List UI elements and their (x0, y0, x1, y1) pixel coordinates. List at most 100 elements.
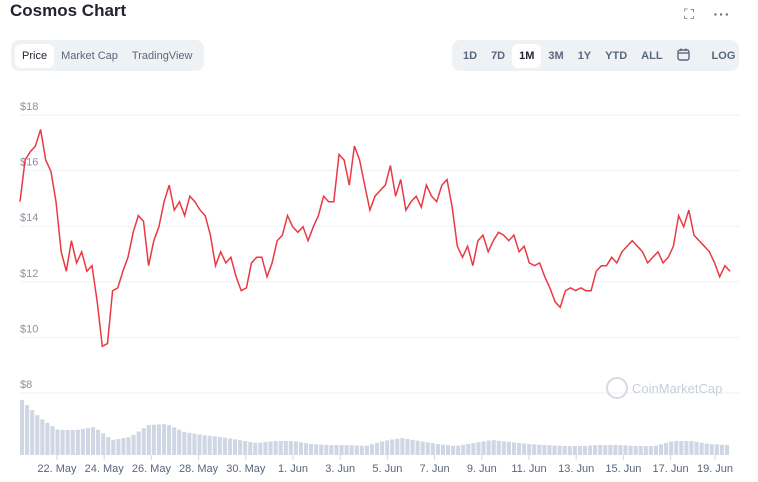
volume-bar (451, 445, 456, 455)
range-3m[interactable]: 3M (548, 49, 564, 62)
volume-bar (30, 410, 35, 455)
volume-bar (212, 436, 217, 455)
volume-bar (364, 445, 369, 455)
volume-bar (542, 444, 547, 455)
y-tick-label: $14 (20, 212, 38, 224)
volume-bar (440, 444, 445, 455)
volume-bar (603, 445, 608, 455)
x-tick-label: 30. May (226, 463, 266, 475)
price-line (19, 129, 731, 348)
volume-bar (25, 405, 30, 455)
range-1y[interactable]: 1Y (577, 49, 592, 62)
x-tick-label: 3. Jun (325, 463, 355, 475)
volume-bar (598, 445, 603, 455)
volume-bar (648, 446, 653, 455)
range-tabs: 1D 7D 1M 3M 1Y YTD ALL LOG (452, 40, 739, 71)
volume-bar (293, 441, 298, 455)
range-1d[interactable]: 1D (463, 49, 478, 62)
volume-bar (40, 419, 45, 455)
tab-market-cap[interactable]: Market Cap (61, 49, 118, 62)
volume-bar (20, 400, 25, 455)
volume-bar (288, 441, 293, 455)
volume-bar (70, 430, 75, 455)
volume-bar (405, 438, 410, 455)
volume-bar (430, 443, 435, 455)
volume-bar (207, 435, 212, 455)
y-tick-label: $18 (20, 101, 38, 113)
volume-bar (136, 431, 141, 455)
volume-bar (689, 441, 694, 455)
volume-bar (263, 442, 268, 455)
volume-bar (699, 442, 704, 455)
volume-bar (45, 422, 50, 455)
y-tick-label: $16 (20, 157, 38, 169)
view-tabs: Price Market Cap TradingView (11, 40, 204, 71)
volume-bar (380, 441, 385, 455)
y-tick-label: $10 (20, 323, 38, 335)
volume-bar (714, 444, 719, 455)
volume-bar (638, 446, 643, 455)
volume-bar (85, 428, 90, 455)
volume-bar (435, 444, 440, 455)
volume-bar (354, 445, 359, 455)
volume-bar (481, 441, 486, 455)
volume-bar (167, 425, 172, 455)
range-1m[interactable]: 1M (512, 43, 542, 68)
tab-price[interactable]: Price (15, 43, 55, 68)
volume-bar (395, 438, 400, 455)
volume-bar (724, 445, 729, 455)
x-tick-label: 1. Jun (278, 463, 308, 475)
volume-bar (304, 443, 309, 455)
volume-bar (486, 440, 491, 455)
x-tick-label: 17. Jun (653, 463, 689, 475)
range-ytd[interactable]: YTD (605, 49, 628, 62)
volume-bar (273, 441, 278, 455)
volume-bar (547, 445, 552, 455)
volume-bar (197, 434, 202, 455)
volume-bar (268, 441, 273, 455)
volume-bar (572, 446, 577, 455)
volume-bar (476, 442, 481, 455)
volume-bar (567, 446, 572, 455)
volume-bar (319, 444, 324, 455)
more-icon[interactable]: ··· (713, 6, 731, 22)
volume-bar (456, 445, 461, 455)
volume-bar (653, 445, 658, 455)
volume-bar (588, 445, 593, 455)
volume-bar (461, 444, 466, 455)
volume-bar (324, 444, 329, 455)
volume-bar (217, 436, 222, 455)
volume-bar (527, 444, 532, 455)
volume-bar (608, 445, 613, 455)
volume-bar (75, 429, 80, 455)
x-tick-label: 5. Jun (372, 463, 402, 475)
tab-tradingview[interactable]: TradingView (131, 49, 193, 62)
range-7d[interactable]: 7D (491, 49, 506, 62)
x-tick-label: 26. May (132, 463, 172, 475)
volume-bar (522, 443, 527, 455)
page-title: Cosmos Chart (10, 1, 127, 20)
y-tick-label: $12 (20, 268, 38, 280)
volume-bar (339, 445, 344, 455)
volume-bar (390, 439, 395, 455)
volume-bar (425, 442, 430, 455)
volume-bar (283, 441, 288, 455)
volume-bar (80, 428, 85, 455)
fullscreen-icon[interactable]: ⛶ (684, 6, 694, 22)
volume-bar (172, 427, 177, 455)
volume-bar (613, 445, 618, 455)
volume-bar (146, 424, 151, 455)
volume-bar (369, 444, 374, 455)
volume-bar (582, 445, 587, 455)
volume-bar (400, 438, 405, 455)
volume-bar (501, 441, 506, 455)
volume-bar (278, 441, 283, 455)
calendar-icon[interactable] (670, 42, 697, 70)
range-all[interactable]: ALL (641, 49, 663, 62)
volume-bar (694, 441, 699, 455)
volume-bar (684, 441, 689, 455)
volume-bar (121, 438, 126, 455)
log-toggle[interactable]: LOG (711, 49, 736, 62)
volume-bar (151, 424, 156, 455)
